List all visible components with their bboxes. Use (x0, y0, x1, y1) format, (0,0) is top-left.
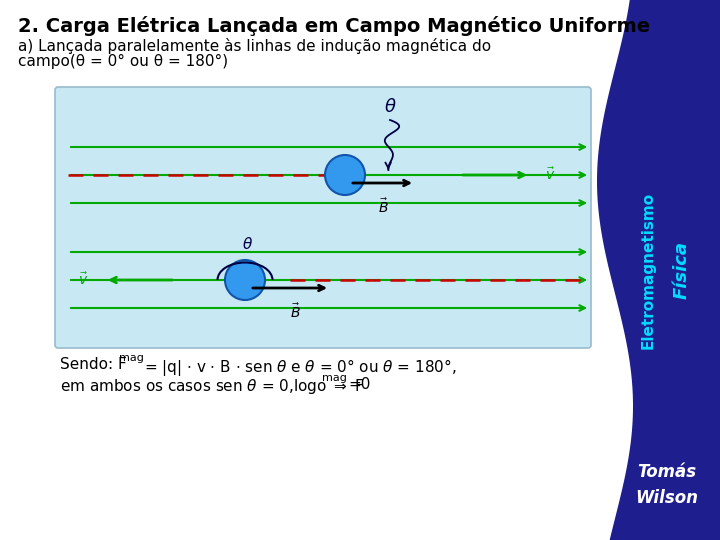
Circle shape (325, 155, 365, 195)
Text: $\vec{B}$: $\vec{B}$ (289, 302, 300, 321)
Text: 2. Carga Elétrica Lançada em Campo Magnético Uniforme: 2. Carga Elétrica Lançada em Campo Magné… (18, 16, 650, 36)
Text: Tomás: Tomás (637, 463, 696, 481)
Text: = |q| $\cdot$ v $\cdot$ B $\cdot$ sen $\theta$ e $\theta$ = 0° ou $\theta$ = 180: = |q| $\cdot$ v $\cdot$ B $\cdot$ sen $\… (144, 357, 456, 378)
Text: $\theta$: $\theta$ (384, 98, 396, 116)
Text: $\vec{v}$: $\vec{v}$ (545, 167, 555, 183)
Text: mag: mag (119, 353, 144, 363)
Text: Sendo: F: Sendo: F (60, 357, 127, 372)
Text: Eletromagnetismo: Eletromagnetismo (641, 192, 655, 348)
FancyBboxPatch shape (55, 87, 591, 348)
Text: $\vec{v}$: $\vec{v}$ (78, 272, 88, 288)
Text: Física: Física (673, 241, 691, 299)
Text: =0: =0 (348, 377, 370, 392)
Circle shape (225, 260, 265, 300)
Polygon shape (597, 0, 720, 540)
Text: mag: mag (322, 373, 347, 383)
Text: $\theta$: $\theta$ (243, 236, 253, 252)
Text: $\vec{B}$: $\vec{B}$ (378, 197, 388, 215)
Text: Wilson: Wilson (636, 489, 698, 507)
Text: em ambos os casos sen $\theta$ = 0,logo $\Rightarrow$ F: em ambos os casos sen $\theta$ = 0,logo … (60, 377, 364, 396)
Text: a) Lançada paralelamente às linhas de indução magnética do: a) Lançada paralelamente às linhas de in… (18, 38, 491, 54)
Text: campo(θ = 0° ou θ = 180°): campo(θ = 0° ou θ = 180°) (18, 54, 228, 69)
